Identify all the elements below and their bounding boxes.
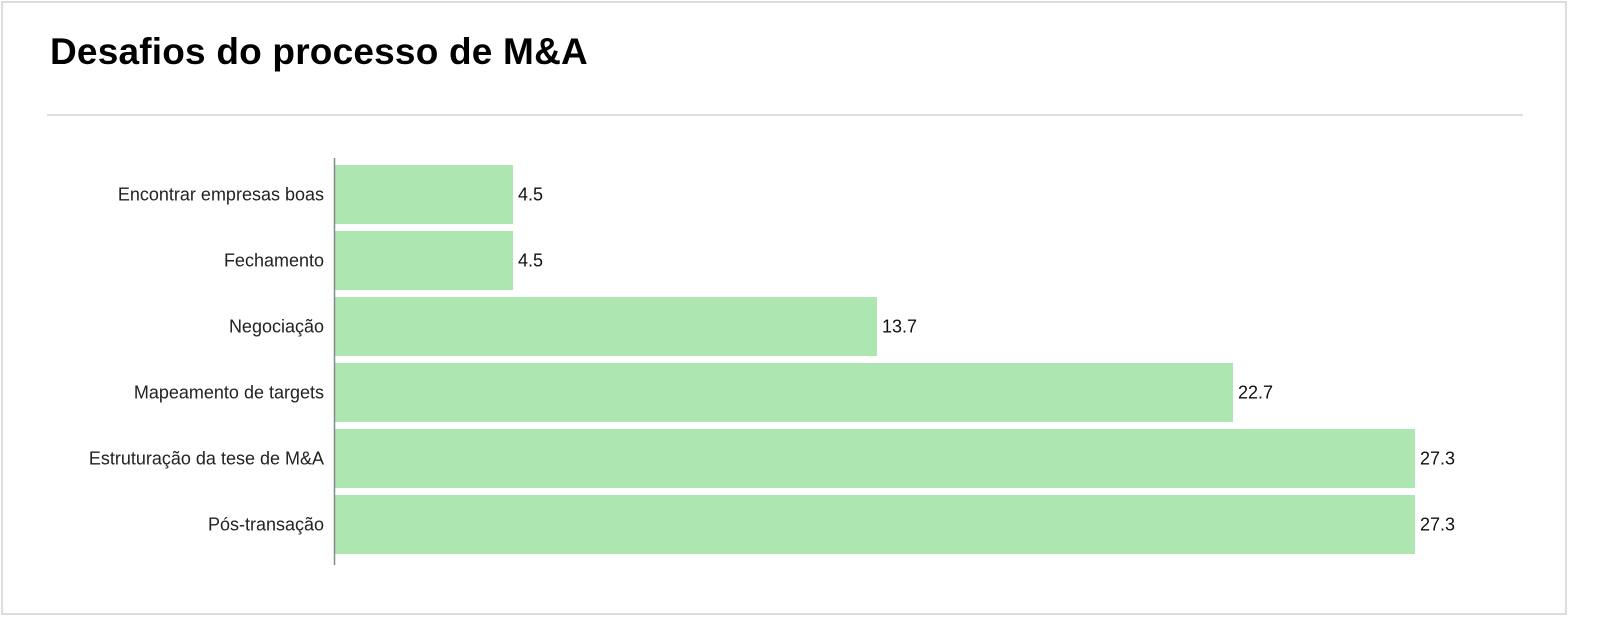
value-label: 13.7 bbox=[882, 317, 917, 337]
bar bbox=[335, 231, 514, 290]
value-label: 27.3 bbox=[1420, 449, 1455, 469]
labels-group: Encontrar empresas boas 4.5 Fechamento 4.5 N… bbox=[89, 185, 1455, 535]
category-label: Mapeamento de targets bbox=[134, 383, 324, 403]
bar bbox=[335, 297, 877, 356]
bar bbox=[335, 363, 1234, 422]
page-title: Desafios do processo de M&A bbox=[50, 31, 588, 72]
value-label: 22.7 bbox=[1238, 383, 1273, 403]
category-label: Encontrar empresas boas bbox=[118, 185, 324, 205]
category-label: Pós-transação bbox=[208, 515, 324, 535]
value-label: 4.5 bbox=[518, 185, 543, 205]
bar bbox=[335, 495, 1415, 554]
category-label: Fechamento bbox=[224, 251, 324, 271]
value-label: 4.5 bbox=[518, 251, 543, 271]
bar bbox=[335, 429, 1415, 488]
category-label: Negociação bbox=[229, 317, 324, 337]
title-divider bbox=[47, 114, 1523, 116]
category-label: Estruturação da tese de M&A bbox=[89, 449, 324, 469]
bars-group bbox=[335, 165, 1415, 554]
bar bbox=[335, 165, 514, 224]
value-label: 27.3 bbox=[1420, 515, 1455, 535]
